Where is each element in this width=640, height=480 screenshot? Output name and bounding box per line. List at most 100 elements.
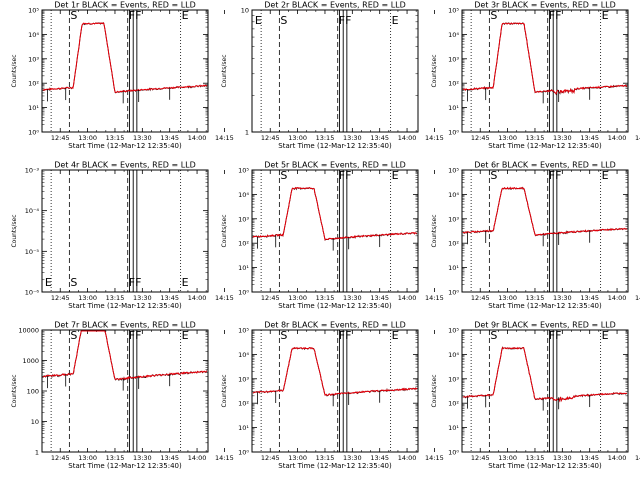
- x-tick-label: 13:00: [288, 134, 307, 142]
- axes-frame: [41, 329, 209, 453]
- y-axis-label: Counts/sec: [431, 54, 438, 87]
- x-tick-label: 14:15: [635, 134, 640, 142]
- y-axis-label: Counts/sec: [11, 54, 18, 87]
- y-axis-label: Counts/sec: [11, 374, 18, 407]
- panel-title: Det 5r BLACK = Events, RED = LLD: [264, 161, 406, 170]
- y-axis-label: Counts/sec: [221, 374, 228, 407]
- x-tick-label: 14:15: [425, 134, 444, 142]
- y-tick-label: 100: [27, 388, 39, 396]
- y-tick-label: 10³: [448, 375, 459, 383]
- y-tick-label: 10⁴: [448, 191, 459, 199]
- y-tick-label: 10¹: [448, 264, 459, 272]
- panel-title: Det 1r BLACK = Events, RED = LLD: [54, 1, 196, 10]
- x-tick-label: 14:00: [608, 134, 627, 142]
- panel-title: Det 7r BLACK = Events, RED = LLD: [54, 321, 196, 330]
- panel-4: Det 4r BLACK = Events, RED = LLD 12:45 13:…: [11, 161, 234, 311]
- x-tick-label: 13:45: [370, 294, 389, 302]
- x-tick-label: 13:15: [316, 134, 335, 142]
- y-axis-label: Counts/sec: [11, 214, 18, 247]
- events-series-line: [462, 186, 628, 237]
- y-tick-label: 10⁻⁵: [25, 248, 40, 256]
- axes-frame: [251, 9, 419, 133]
- event-marker-f: F: [549, 329, 555, 342]
- event-marker-f: F: [549, 169, 555, 182]
- y-tick-label: 10²: [28, 80, 39, 88]
- event-marker-s: S: [70, 329, 77, 342]
- x-tick-label: 13:30: [553, 134, 572, 142]
- event-marker-e: E: [182, 329, 189, 342]
- y-tick-label: 10⁵: [448, 7, 459, 15]
- x-axis-label: Start Time (12-Mar-12 12:35:40): [278, 462, 392, 470]
- y-tick-label: 10000: [18, 327, 39, 335]
- y-tick-label: 10³: [238, 215, 249, 223]
- events-series-line: [42, 22, 208, 94]
- event-marker-f: F: [555, 9, 561, 22]
- x-tick-label: 14:00: [608, 294, 627, 302]
- x-tick-label: 13:30: [133, 134, 152, 142]
- event-marker-f: F: [345, 14, 351, 27]
- x-tick-label: 13:30: [133, 454, 152, 462]
- x-tick-label: 13:00: [498, 294, 517, 302]
- event-marker-f: F: [345, 169, 351, 182]
- event-marker-f: F: [129, 329, 135, 342]
- y-tick-label: 10³: [448, 215, 459, 223]
- axes-frame: [41, 169, 209, 293]
- panel-title: Det 3r BLACK = Events, RED = LLD: [474, 1, 616, 10]
- axes-frame: [461, 9, 629, 133]
- x-tick-label: 12:45: [51, 294, 70, 302]
- x-tick-label: 13:00: [498, 134, 517, 142]
- y-axis-label: Counts/sec: [221, 214, 228, 247]
- panel-6: Det 6r BLACK = Events, RED = LLD 12:45 13:…: [431, 161, 640, 311]
- x-tick-label: 12:45: [471, 294, 490, 302]
- y-tick-label: 10²: [238, 400, 249, 408]
- event-marker-s: S: [280, 169, 287, 182]
- events-series-line: [462, 22, 628, 96]
- event-marker-e: E: [392, 329, 399, 342]
- event-marker-s: S: [490, 329, 497, 342]
- x-tick-label: 13:30: [343, 454, 362, 462]
- y-tick-label: 10⁰: [448, 289, 459, 297]
- y-tick-label: 1000: [22, 357, 39, 365]
- x-tick-label: 14:00: [398, 454, 417, 462]
- y-tick-label: 10⁵: [448, 167, 459, 175]
- x-tick-label: 14:15: [425, 294, 444, 302]
- x-axis-label: Start Time (12-Mar-12 12:35:40): [278, 302, 392, 310]
- y-tick-label: 10¹: [28, 104, 39, 112]
- x-tick-label: 14:15: [215, 134, 234, 142]
- event-marker-e: E: [392, 169, 399, 182]
- y-tick-label: 10³: [448, 55, 459, 63]
- event-marker-s: S: [490, 9, 497, 22]
- x-tick-label: 14:00: [608, 454, 627, 462]
- x-axis-label: Start Time (12-Mar-12 12:35:40): [488, 302, 602, 310]
- axes-frame: [41, 9, 209, 133]
- event-marker-f: F: [555, 169, 561, 182]
- event-marker-s: S: [70, 276, 77, 289]
- y-tick-label: 10²: [448, 240, 459, 248]
- x-tick-label: 14:15: [215, 454, 234, 462]
- x-tick-label: 13:30: [553, 294, 572, 302]
- x-axis-label: Start Time (12-Mar-12 12:35:40): [68, 462, 182, 470]
- x-tick-label: 13:00: [288, 454, 307, 462]
- y-tick-label: 10⁴: [448, 31, 459, 39]
- lld-series-line: [252, 346, 418, 396]
- x-tick-label: 13:15: [106, 294, 125, 302]
- x-tick-label: 14:15: [635, 294, 640, 302]
- y-tick-label: 10⁰: [448, 449, 459, 457]
- event-marker-e: E: [602, 169, 609, 182]
- x-tick-label: 13:45: [160, 294, 179, 302]
- x-axis-label: Start Time (12-Mar-12 12:35:40): [68, 302, 182, 310]
- event-marker-e: E: [182, 276, 189, 289]
- event-marker-e: E: [182, 9, 189, 22]
- x-tick-label: 13:15: [316, 454, 335, 462]
- y-tick-label: 10⁴: [448, 351, 459, 359]
- panel-8: Det 8r BLACK = Events, RED = LLD 12:45 13:…: [221, 321, 444, 471]
- lld-series-line: [462, 186, 628, 236]
- event-marker-f: F: [345, 329, 351, 342]
- x-tick-label: 14:00: [398, 134, 417, 142]
- axes-frame: [461, 169, 629, 293]
- events-series-line: [252, 347, 418, 397]
- x-tick-label: 12:45: [51, 454, 70, 462]
- x-tick-label: 12:45: [261, 294, 280, 302]
- event-marker-f: F: [339, 329, 345, 342]
